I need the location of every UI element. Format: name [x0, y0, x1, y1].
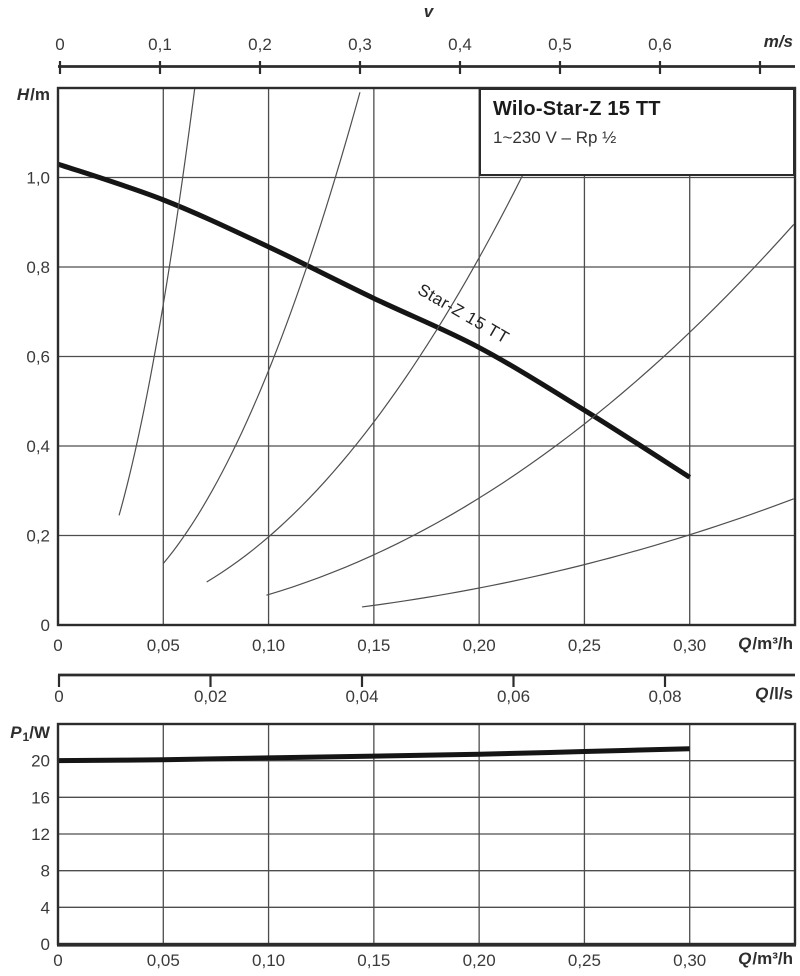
power-symbol: P — [10, 723, 22, 742]
y-axis-label-head: H/m — [2, 85, 50, 105]
velocity-tick-label: 0,6 — [648, 35, 672, 54]
head-chart-x-tick-label: 0,25 — [568, 636, 601, 655]
liters-tick-label: 0,08 — [648, 687, 681, 706]
velocity-symbol: v — [423, 2, 434, 21]
system-characteristic-curve — [266, 224, 795, 596]
head-symbol: H — [16, 85, 30, 104]
x-axis-label-flow-top: Q/m³/h — [698, 634, 793, 654]
power-chart-x-tick-label: 0,10 — [252, 951, 285, 970]
head-chart-x-tick-label: 0 — [53, 636, 62, 655]
pump-curve — [58, 161, 692, 480]
velocity-tick-label: 0 — [55, 35, 64, 54]
power-chart-x-tick-label: 0,25 — [568, 951, 601, 970]
x-axis-label-flow-bottom: Q/m³/h — [698, 949, 793, 969]
power-chart-x-tick-label: 0,30 — [673, 951, 706, 970]
velocity-tick-label: 0,3 — [348, 35, 372, 54]
head-chart-y-tick-label: 0,8 — [26, 258, 50, 277]
pump-model-title: Wilo-Star-Z 15 TT — [493, 98, 661, 120]
velocity-tick-label: 0,1 — [148, 35, 172, 54]
flow-symbol: Q — [738, 634, 752, 653]
power-chart-y-tick-label: 0 — [41, 935, 50, 954]
head-chart-y-tick-label: 1,0 — [26, 169, 50, 188]
head-chart-x-tick-label: 0,05 — [147, 636, 180, 655]
power-chart-x-tick-label: 0,15 — [357, 951, 390, 970]
head-chart-x-tick-label: 0,30 — [673, 636, 706, 655]
head-chart-x-tick-label: 0,20 — [463, 636, 496, 655]
flow-unit-m3h-bottom: /m³/h — [752, 949, 793, 968]
liters-tick-label: 0,02 — [194, 687, 227, 706]
top-axis-unit-ms: m/s — [763, 32, 793, 51]
head-chart-y-tick-label: 0,2 — [26, 527, 50, 546]
power-chart-y-tick-label: 16 — [31, 788, 50, 807]
system-characteristic-curve — [361, 498, 794, 608]
power-curve — [58, 746, 690, 764]
top-axis-title-v: v — [418, 2, 440, 22]
power-chart-x-tick-label: 0,05 — [147, 951, 180, 970]
liters-tick-label: 0 — [54, 687, 63, 706]
pump-electrical-subtitle: 1~230 V – Rp ½ — [493, 128, 617, 147]
power-unit: /W — [29, 723, 50, 742]
head-chart-x-tick-label: 0,15 — [357, 636, 390, 655]
flow-symbol-bottom: Q — [738, 949, 752, 968]
system-characteristic-curve — [162, 92, 361, 564]
head-unit: /m — [30, 85, 50, 104]
velocity-tick-label: 0,4 — [448, 35, 472, 54]
head-chart-plot-border — [56, 86, 797, 627]
power-chart-y-tick-label: 8 — [41, 862, 50, 881]
power-chart-x-tick-label: 0,20 — [463, 951, 496, 970]
power-subscript: 1 — [22, 730, 30, 744]
liters-tick-label: 0,04 — [345, 687, 378, 706]
power-chart-y-tick-label: 20 — [31, 752, 50, 771]
power-chart-y-tick-label: 12 — [31, 825, 50, 844]
power-chart-x-tick-label: 0 — [53, 951, 62, 970]
head-chart-y-tick-label: 0 — [41, 616, 50, 635]
flow-unit-m3h: /m³/h — [752, 634, 793, 653]
system-characteristic-curve — [118, 88, 196, 516]
flow-symbol-ls: Q — [755, 684, 769, 703]
system-characteristic-curve — [206, 174, 524, 583]
velocity-tick-label: 0,2 — [248, 35, 272, 54]
liters-tick-label: 0,06 — [497, 687, 530, 706]
head-chart-y-tick-label: 0,6 — [26, 348, 50, 367]
y-axis-label-power: P1/W — [0, 723, 50, 744]
x-axis-label-flow-ls: Q/l/s — [698, 684, 793, 704]
head-chart-x-tick-label: 0,10 — [252, 636, 285, 655]
head-chart-y-tick-label: 0,4 — [26, 437, 50, 456]
power-chart-y-tick-label: 4 — [41, 898, 50, 917]
title-box: Wilo-Star-Z 15 TT 1~230 V – Rp ½ — [479, 88, 795, 176]
velocity-tick-label: 0,5 — [548, 35, 572, 54]
flow-unit-ls: /l/s — [769, 684, 793, 703]
